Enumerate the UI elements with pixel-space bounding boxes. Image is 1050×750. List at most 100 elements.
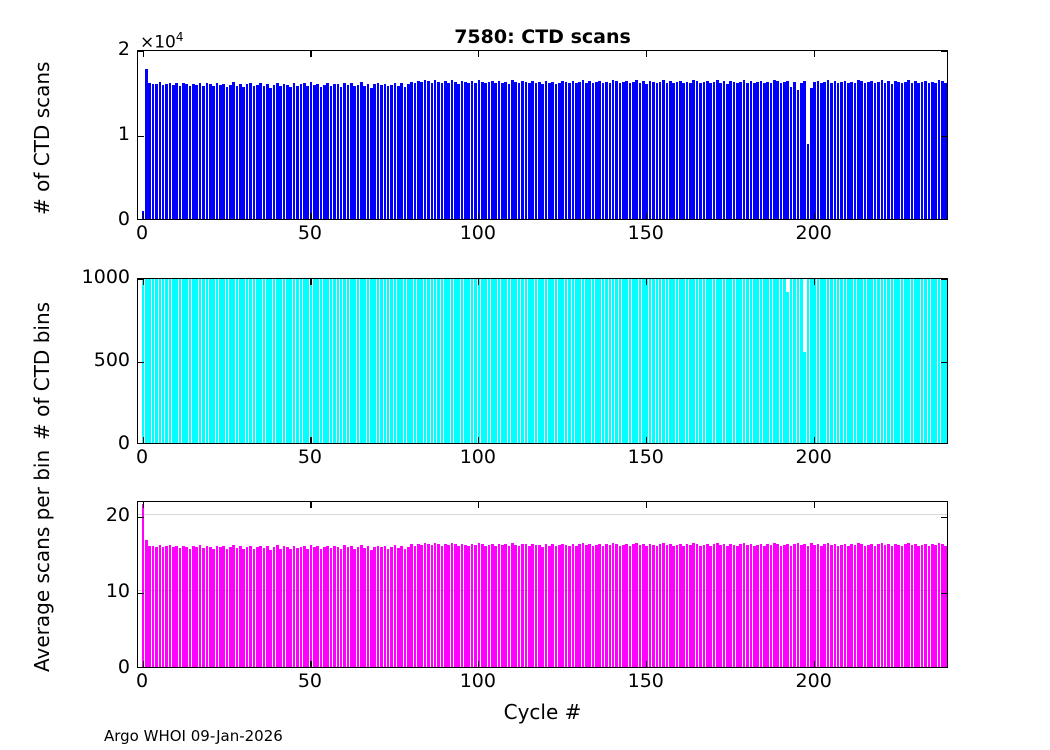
bar xyxy=(904,81,907,219)
plot-area-avg-scans[interactable] xyxy=(137,501,948,668)
bar xyxy=(722,279,726,443)
bar xyxy=(427,279,430,443)
bar xyxy=(873,83,877,219)
plot-area-ctd-scans[interactable] xyxy=(137,50,948,220)
bar xyxy=(652,279,655,443)
bar xyxy=(312,279,316,443)
bar xyxy=(386,279,390,443)
bar xyxy=(736,83,739,219)
bar xyxy=(225,548,229,667)
bar xyxy=(346,279,350,443)
bar xyxy=(373,546,377,667)
bar xyxy=(893,279,897,443)
bar xyxy=(222,546,225,667)
bar xyxy=(699,545,702,667)
bar xyxy=(857,279,860,443)
bar xyxy=(423,542,427,667)
bar xyxy=(148,545,152,667)
x-tick-mark xyxy=(142,213,144,219)
bar xyxy=(212,86,215,219)
bar xyxy=(769,82,773,219)
bar xyxy=(447,545,450,667)
bar xyxy=(302,545,306,667)
bar xyxy=(806,279,810,443)
bar xyxy=(726,279,729,443)
bar xyxy=(591,279,595,443)
bar xyxy=(289,549,293,667)
x-tick-mark xyxy=(142,279,144,285)
bar xyxy=(880,279,884,443)
bar xyxy=(312,547,316,667)
bar xyxy=(537,544,541,667)
bar xyxy=(380,279,383,443)
bar xyxy=(625,80,628,219)
bar xyxy=(470,544,474,667)
bar xyxy=(904,279,907,443)
bar xyxy=(773,80,776,219)
bar xyxy=(625,279,628,443)
bar xyxy=(665,545,669,667)
bar xyxy=(900,279,904,443)
bar xyxy=(158,82,162,219)
bar xyxy=(403,549,407,667)
bar xyxy=(370,88,373,219)
x-tick-label: 150 xyxy=(627,446,664,468)
bar xyxy=(430,545,434,667)
bar xyxy=(749,544,753,667)
bar xyxy=(759,80,763,219)
bar xyxy=(893,80,897,219)
bar xyxy=(185,84,188,219)
bar xyxy=(168,545,172,667)
bar xyxy=(695,544,699,667)
bar xyxy=(846,279,850,443)
plot-area-ctd-bins[interactable] xyxy=(137,278,948,444)
bar xyxy=(662,279,665,443)
x-tick-mark xyxy=(142,661,144,667)
x-tick-label: 200 xyxy=(795,446,832,468)
bar xyxy=(917,545,921,667)
bar xyxy=(252,548,256,667)
bar xyxy=(658,544,662,667)
bar xyxy=(474,279,477,443)
bar xyxy=(705,543,709,667)
bar xyxy=(786,291,790,443)
y-tick-mark xyxy=(941,592,947,594)
bar xyxy=(756,279,759,443)
bar xyxy=(564,279,568,443)
bar xyxy=(611,279,615,443)
bar xyxy=(400,545,403,667)
bar xyxy=(591,545,595,667)
bar xyxy=(286,279,289,443)
bar xyxy=(272,547,276,667)
bar xyxy=(618,545,622,667)
bar xyxy=(443,81,447,219)
bar xyxy=(386,548,390,667)
x-tick-mark xyxy=(478,661,480,667)
bar xyxy=(632,279,635,443)
x-tick-label: 0 xyxy=(135,222,149,244)
bar xyxy=(652,544,655,667)
y-tick-mark xyxy=(941,361,947,363)
bar xyxy=(541,546,544,667)
x-tick-mark xyxy=(646,661,648,667)
bar xyxy=(437,544,440,667)
bar xyxy=(229,279,232,443)
bar xyxy=(437,81,440,219)
x-tick-mark xyxy=(478,213,480,219)
y-tick-label: 1000 xyxy=(81,266,130,288)
bar xyxy=(588,81,591,219)
bar xyxy=(705,80,709,219)
bar xyxy=(511,543,514,667)
bar xyxy=(433,279,437,443)
bar xyxy=(182,545,185,667)
bar xyxy=(544,543,548,667)
bar xyxy=(262,547,266,667)
bar xyxy=(417,543,420,667)
bar xyxy=(457,279,460,443)
bar xyxy=(883,279,887,443)
bar xyxy=(863,279,867,443)
bar xyxy=(259,83,262,219)
bar xyxy=(672,279,675,443)
bar xyxy=(796,542,800,667)
bar xyxy=(712,279,716,443)
